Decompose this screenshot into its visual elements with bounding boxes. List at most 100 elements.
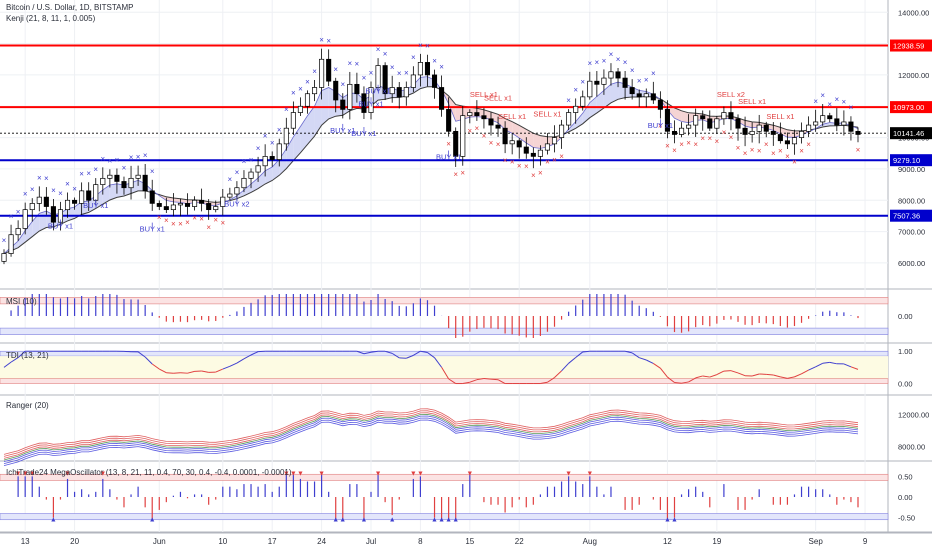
tdi-line-segment: [391, 352, 400, 359]
tdi-line-segment: [568, 357, 577, 364]
sell-marker: ×: [199, 214, 204, 223]
candle-body: [213, 206, 219, 211]
time-tick-label: 12: [663, 537, 672, 546]
sell-marker: ×: [785, 152, 790, 161]
tdi-line-segment: [639, 357, 647, 361]
candle-body: [664, 109, 670, 132]
ranger-band-line: [3, 412, 859, 459]
tdi-line-segment: [166, 372, 174, 374]
candle-body: [516, 140, 522, 148]
candle-body: [86, 190, 92, 201]
mega-buy-triangle: ▲: [339, 517, 346, 524]
candle-body: [354, 83, 360, 95]
buy-marker: ×: [397, 69, 402, 78]
mega-sell-triangle: ▼: [375, 470, 382, 477]
buy-marker: ×: [595, 58, 600, 67]
tdi-line-segment: [688, 377, 696, 383]
mega-buy-triangle: ▲: [50, 517, 57, 524]
price-tick-label: 6000.00: [898, 259, 925, 268]
tdi-line-segment: [3, 361, 12, 368]
tdi-line-segment: [236, 358, 245, 364]
buy-marker: ×: [644, 75, 649, 84]
tdi-line-segment: [420, 350, 428, 353]
mega-sell-triangle: ▼: [99, 470, 106, 477]
mega-upper-zone: [0, 473, 889, 481]
cloud-segment: [279, 148, 287, 176]
time-tick-label: Jun: [153, 537, 166, 546]
tdi-line-segment: [667, 376, 675, 383]
sell-marker: ×: [729, 133, 734, 142]
buy-marker: ×: [425, 42, 430, 51]
symbol-title: Bitcoin / U.S. Dollar, 1D, BITSTAMP: [6, 3, 134, 12]
price-tick-label: 14000.00: [898, 8, 929, 17]
tdi-line-segment: [483, 378, 492, 380]
cloud-segment: [102, 184, 110, 205]
candle-body: [177, 203, 183, 206]
candle-body: [453, 130, 459, 157]
candle-body: [551, 137, 558, 145]
candle-body: [255, 165, 261, 173]
sell-marker: ×: [658, 122, 663, 131]
level-tag: [890, 209, 932, 222]
buy-marker: ×: [93, 165, 98, 174]
candle-body: [22, 209, 28, 229]
candle-body: [319, 58, 325, 88]
mega-sell-triangle: ▼: [410, 470, 417, 477]
sell-marker: ×: [475, 124, 480, 133]
sell-marker: ×: [538, 169, 543, 178]
tdi-line-segment: [737, 372, 746, 377]
candle-body: [107, 174, 113, 179]
tdi-line-segment: [363, 351, 372, 355]
mega-buy-triangle: ▲: [360, 517, 367, 524]
time-tick-label: 20: [70, 537, 79, 546]
buy-marker: ×: [312, 67, 317, 76]
buy-label: BUY x1: [358, 99, 383, 108]
candle-body: [855, 130, 861, 135]
candle-body: [700, 115, 706, 120]
sell-marker: ×: [665, 141, 670, 150]
buy-marker: ×: [150, 167, 155, 176]
candle-body: [749, 130, 755, 135]
buy-marker: ×: [108, 156, 113, 165]
candle-body: [544, 143, 550, 151]
tdi-line-segment: [547, 377, 555, 383]
candle-body: [50, 206, 56, 223]
mega-buy-triangle: ▲: [431, 517, 438, 524]
cloud-segment: [519, 125, 527, 144]
sell-marker: ×: [715, 137, 720, 146]
level-tag: [890, 39, 932, 52]
tdi-line-segment: [144, 356, 153, 365]
tdi-line-segment: [215, 368, 223, 373]
candle-body: [721, 112, 727, 120]
sell-marker: ×: [171, 219, 176, 228]
tdi-line-segment: [751, 373, 760, 377]
tdi-line-segment: [201, 370, 209, 373]
sell-marker: ×: [552, 155, 557, 164]
time-tick-label: Jul: [366, 537, 376, 546]
tdi-line-segment: [709, 374, 718, 378]
mega-sell-triangle: ▼: [586, 470, 593, 477]
candle-body: [333, 80, 339, 101]
price-tick-label: 9000.00: [898, 165, 925, 174]
candle-body: [163, 206, 169, 211]
level-tag: [890, 101, 932, 114]
sell-label: SELL x1: [484, 94, 512, 103]
cloud-segment: [258, 170, 266, 189]
buy-marker: ×: [129, 153, 134, 162]
buy-marker: ×: [580, 78, 585, 87]
sell-label: SELL x1: [766, 112, 794, 121]
sell-marker: ×: [856, 145, 861, 154]
candle-body: [227, 193, 233, 198]
candle-body: [93, 184, 99, 201]
cloud-segment: [533, 133, 541, 149]
buy-marker: ×: [609, 50, 614, 59]
price-tick-label: 12000.00: [898, 71, 929, 80]
candle-body: [777, 134, 783, 142]
buy-marker: ×: [115, 155, 120, 164]
slow-average-line: [3, 86, 859, 254]
buy-marker: ×: [136, 153, 141, 162]
buy-marker: ×: [235, 168, 240, 177]
sell-marker: ×: [531, 171, 536, 180]
ranger-band-line: [3, 413, 859, 461]
candle-body: [629, 87, 635, 95]
